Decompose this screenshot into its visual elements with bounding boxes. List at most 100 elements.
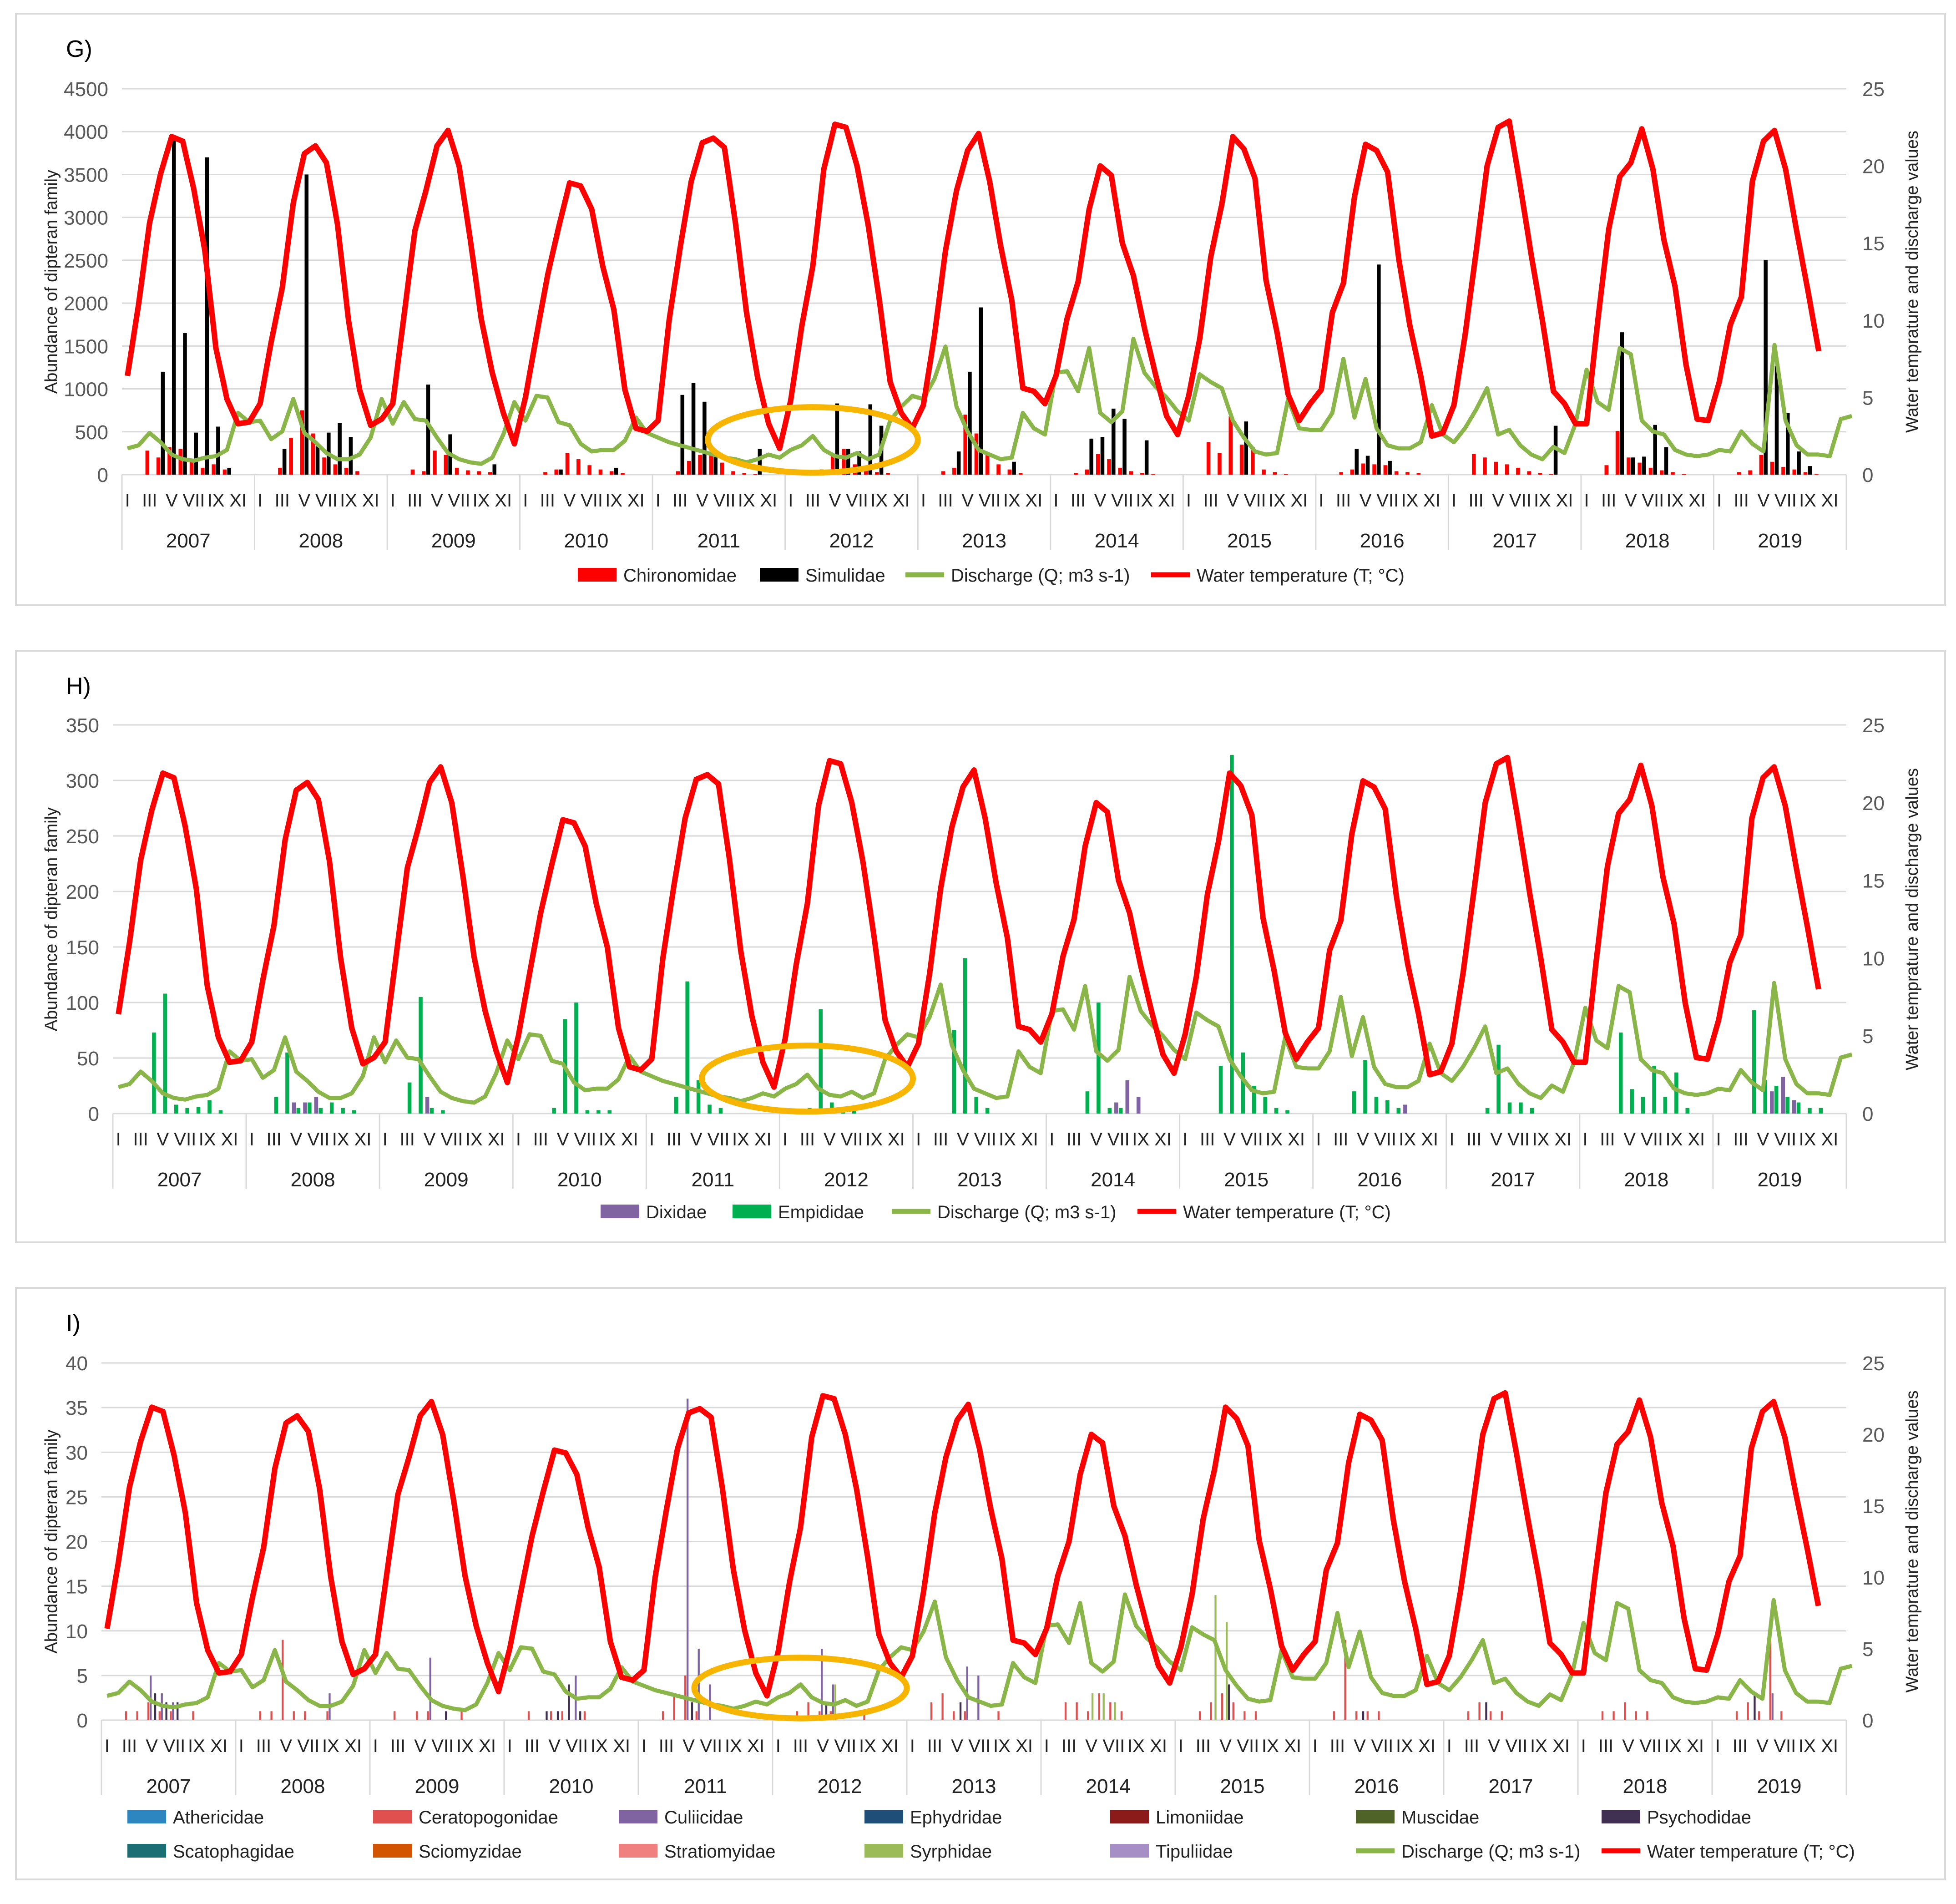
legend-label-discharge: Discharge (Q; m3 s-1) <box>937 1202 1116 1222</box>
bar-dixidae-116 <box>1403 1104 1407 1114</box>
bar-chironomidae-77 <box>974 433 979 475</box>
month-tick-label: XI <box>1554 1129 1572 1149</box>
bar-simulidae-20 <box>349 437 353 475</box>
bar-chironomidae-41 <box>576 459 581 475</box>
bar-chironomidae-148 <box>1759 455 1764 475</box>
y2-tick-label: 10 <box>1862 310 1885 332</box>
month-tick-label: V <box>1625 491 1637 511</box>
legend-label-culiicidae: Culiicidae <box>664 1808 743 1828</box>
year-label-2019: 2019 <box>1758 530 1802 552</box>
month-tick-label: XI <box>621 1129 638 1149</box>
legend-swatch-syrphidae <box>864 1844 903 1858</box>
month-tick-label: VII <box>581 491 603 511</box>
bar-dixidae-17 <box>303 1102 307 1114</box>
bar-ceratopogonidae-53 <box>695 1711 697 1720</box>
bar-chironomidae-114 <box>1383 465 1388 475</box>
bar-chironomidae-51 <box>687 461 691 475</box>
legend-swatch-simulidae <box>760 568 799 582</box>
bar-empididae-101 <box>1241 1052 1245 1114</box>
legend-label-empididae: Empididae <box>778 1202 864 1222</box>
month-tick-label: XI <box>1291 491 1308 511</box>
month-tick-label: IX <box>207 491 225 511</box>
legend-label-ceratopogonidae: Ceratopogonidae <box>419 1808 558 1828</box>
bar-ceratopogonidae-18 <box>304 1711 306 1720</box>
month-tick-label: I <box>1049 1129 1054 1149</box>
bar-chironomidae-111 <box>1350 469 1355 475</box>
month-tick-label: IX <box>738 491 755 511</box>
month-tick-label: XI <box>1021 1129 1038 1149</box>
panel-label: G) <box>66 36 92 62</box>
month-tick-label: V <box>1623 1129 1636 1149</box>
bar-empididae-42 <box>585 1110 590 1114</box>
bar-empididae-139 <box>1663 1097 1668 1114</box>
bar-chironomidae-68 <box>875 472 879 475</box>
bar-empididae-15 <box>285 1052 289 1114</box>
bar-empididae-136 <box>1630 1089 1634 1114</box>
month-tick-label: I <box>258 491 263 511</box>
month-tick-label: VII <box>1507 1129 1530 1149</box>
bar-ceratopogonidae-86 <box>1064 1702 1067 1720</box>
month-tick-label: VII <box>968 1736 991 1756</box>
month-tick-label: V <box>1757 1129 1769 1149</box>
year-label-2012: 2012 <box>824 1169 869 1191</box>
bar-empididae-8 <box>207 1100 212 1114</box>
bar-ceratopogonidae-28 <box>416 1711 418 1720</box>
bar-chironomidae-102 <box>1251 447 1255 475</box>
month-tick-label: VII <box>1641 1129 1663 1149</box>
bar-empididae-137 <box>1641 1097 1645 1114</box>
bar-empididae-21 <box>352 1110 356 1114</box>
month-tick-label: III <box>1600 1129 1615 1149</box>
y-tick-label: 50 <box>77 1048 99 1070</box>
bar-ceratopogonidae-138 <box>1646 1711 1648 1720</box>
bar-chironomidae-128 <box>1538 473 1542 475</box>
highlight-ellipse <box>705 404 921 476</box>
bar-empididae-153 <box>1819 1108 1823 1114</box>
bar-empididae-138 <box>1652 1066 1656 1114</box>
month-tick-label: VII <box>1107 1129 1130 1149</box>
month-tick-label: IX <box>1532 1129 1549 1149</box>
month-tick-label: I <box>910 1736 915 1756</box>
bar-simulidae-137 <box>1642 456 1646 475</box>
bar-empididae-123 <box>1485 1108 1490 1114</box>
highlight-ellipse <box>698 1043 916 1115</box>
month-tick-label: XI <box>1150 1736 1167 1756</box>
panel-label: H) <box>66 673 91 699</box>
bar-ceratopogonidae-29 <box>427 1711 429 1720</box>
bar-empididae-102 <box>1252 1086 1256 1114</box>
year-label-2012: 2012 <box>818 1775 862 1798</box>
bar-empididae-135 <box>1618 1032 1623 1114</box>
year-label-2014: 2014 <box>1086 1775 1131 1798</box>
month-tick-label: I <box>116 1129 121 1149</box>
month-tick-label: I <box>1313 1736 1318 1756</box>
bar-simulidae-3 <box>161 371 165 475</box>
month-tick-label: VII <box>431 1736 454 1756</box>
year-label-2018: 2018 <box>1623 1775 1668 1798</box>
bar-simulidae-5 <box>183 333 187 475</box>
month-tick-label: I <box>656 491 661 511</box>
month-tick-label: V <box>824 1129 836 1149</box>
bar-simulidae-39 <box>559 469 563 475</box>
bar-chironomidae-123 <box>1483 457 1487 475</box>
year-label-2016: 2016 <box>1355 1775 1399 1798</box>
month-tick-label: III <box>266 1129 281 1149</box>
bar-chironomidae-40 <box>565 453 570 475</box>
month-tick-label: VII <box>846 491 868 511</box>
month-tick-label: V <box>690 1129 703 1149</box>
year-label-2010: 2010 <box>549 1775 594 1798</box>
month-tick-label: III <box>400 1129 415 1149</box>
y-tick-label: 25 <box>66 1486 88 1509</box>
month-tick-label: IX <box>1396 1736 1413 1756</box>
bar-simulidae-4 <box>172 136 176 475</box>
bar-chironomidae-115 <box>1394 471 1399 475</box>
bar-chironomidae-80 <box>1007 469 1012 475</box>
month-tick-label: XI <box>1687 1736 1704 1756</box>
month-tick-label: I <box>1183 1129 1188 1149</box>
month-tick-label: VII <box>163 1736 185 1756</box>
bar-simulidae-150 <box>1786 413 1790 475</box>
bar-ceratopogonidae-112 <box>1355 1711 1358 1720</box>
bar-empididae-124 <box>1496 1044 1501 1114</box>
bar-empididae-20 <box>341 1108 345 1114</box>
bar-empididae-50 <box>674 1097 678 1114</box>
bar-chironomidae-79 <box>996 464 1001 475</box>
month-tick-label: IX <box>1799 1736 1816 1756</box>
